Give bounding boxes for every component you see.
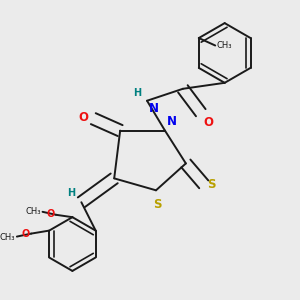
Text: O: O (204, 116, 214, 129)
Text: CH₃: CH₃ (26, 207, 41, 216)
Text: O: O (46, 209, 55, 219)
Text: H: H (134, 88, 142, 98)
Text: N: N (148, 102, 158, 115)
Text: S: S (153, 198, 162, 211)
Text: CH₃: CH₃ (217, 41, 232, 50)
Text: H: H (67, 188, 75, 198)
Text: N: N (167, 115, 177, 128)
Text: S: S (207, 178, 216, 191)
Text: O: O (79, 111, 89, 124)
Text: O: O (22, 229, 30, 239)
Text: CH₃: CH₃ (0, 233, 15, 242)
